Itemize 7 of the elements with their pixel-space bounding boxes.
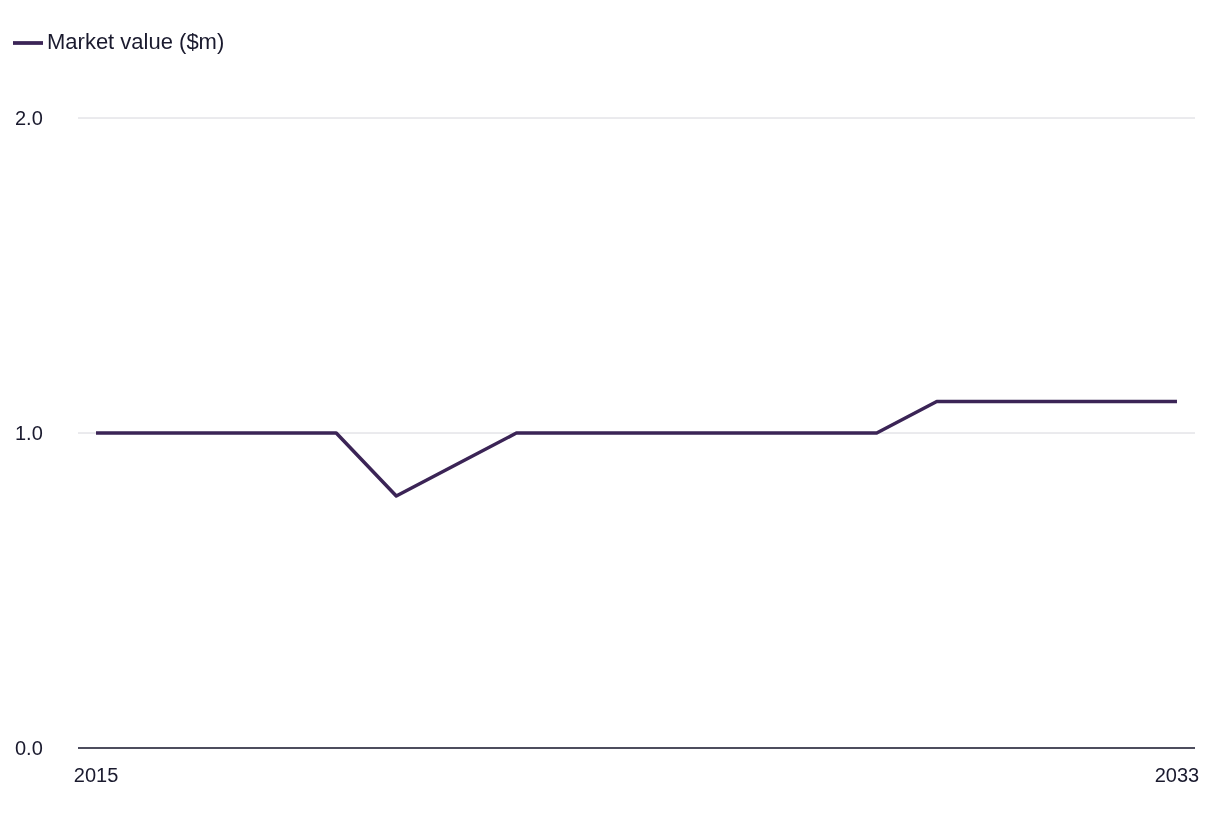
x-tick-label: 2015 <box>73 764 119 787</box>
line-series <box>94 399 1179 498</box>
x-tick-label: 2033 <box>1154 764 1200 787</box>
y-tick-label: 1.0 <box>15 422 43 445</box>
y-tick-label: 0.0 <box>15 737 43 760</box>
y-tick-label: 2.0 <box>15 107 43 130</box>
legend-label: Market value ($m) <box>47 28 225 54</box>
